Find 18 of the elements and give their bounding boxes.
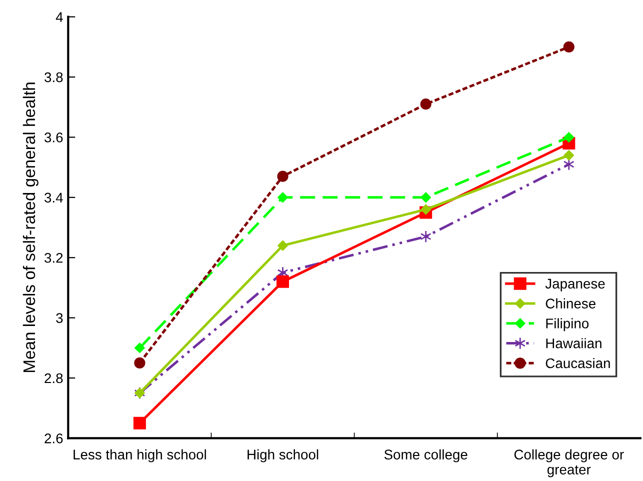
legend-label: Filipino [546, 318, 589, 332]
x-tick-label: Less than high school [74, 449, 206, 462]
x-tick-label: Some college [384, 449, 468, 462]
y-tick-label: 3.8 [44, 72, 63, 82]
y-tick-label: 2.8 [44, 373, 63, 384]
legend-label: Caucasian [546, 358, 610, 368]
y-tick-label: 3.6 [44, 132, 63, 142]
x-tick-label: College degree or greater [514, 449, 624, 478]
y-tick-label: 2.6 [44, 434, 63, 444]
y-axis-title: Mean levels of self-rated general health [22, 82, 38, 372]
y-tick-label: 4 [56, 12, 63, 22]
y-tick-label: 3 [56, 313, 63, 323]
y-tick-label: 3.2 [44, 252, 63, 263]
legend-label: Japanese [545, 278, 605, 292]
x-tick-label: High school [248, 449, 318, 462]
y-tick-label: 3.4 [44, 192, 63, 203]
legend-label: Hawaiian [546, 338, 602, 348]
legend-label: Chinese [546, 298, 596, 308]
